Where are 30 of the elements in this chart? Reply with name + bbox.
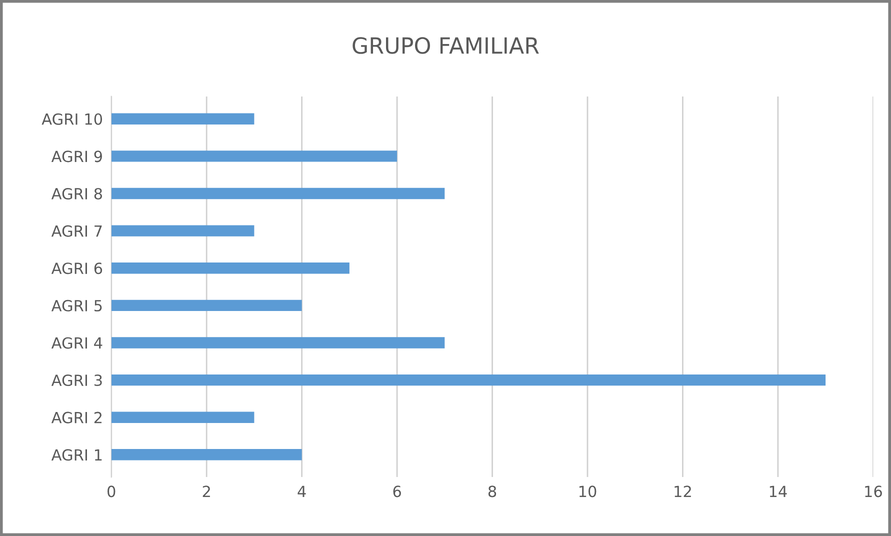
y-tick-label: AGRI 7	[51, 225, 102, 237]
bar	[111, 449, 302, 460]
y-tick-label: AGRI 4	[51, 337, 102, 349]
y-tick-label: AGRI 8	[51, 188, 102, 200]
y-tick-label: AGRI 10	[42, 113, 102, 125]
x-tick-label: 6	[393, 486, 401, 498]
bar	[111, 150, 398, 162]
y-tick-label: AGRI 6	[51, 262, 102, 274]
x-tick-label: 12	[674, 486, 691, 497]
x-tick-label: 2	[202, 486, 210, 497]
y-tick-label: AGRI 2	[51, 412, 102, 424]
y-tick-label: AGRI 9	[51, 150, 102, 162]
bar	[111, 374, 826, 386]
x-tick-label: 10	[579, 486, 596, 498]
chart-title: GRUPO FAMILIAR	[352, 37, 539, 54]
bar	[111, 113, 254, 124]
bar	[111, 262, 350, 274]
bar	[111, 412, 254, 423]
x-tick-label: 14	[770, 486, 787, 497]
bar	[111, 337, 445, 348]
y-tick-label: AGRI 1	[51, 449, 102, 461]
bar	[111, 188, 445, 200]
x-tick-label: 4	[298, 486, 306, 497]
bar	[111, 225, 254, 236]
bar	[111, 300, 302, 312]
x-tick-label: 16	[865, 486, 882, 498]
y-tick-label: AGRI 5	[51, 300, 102, 312]
x-tick-label: 8	[488, 486, 496, 498]
y-tick-label: AGRI 3	[51, 374, 102, 386]
x-tick-label: 0	[108, 486, 116, 498]
